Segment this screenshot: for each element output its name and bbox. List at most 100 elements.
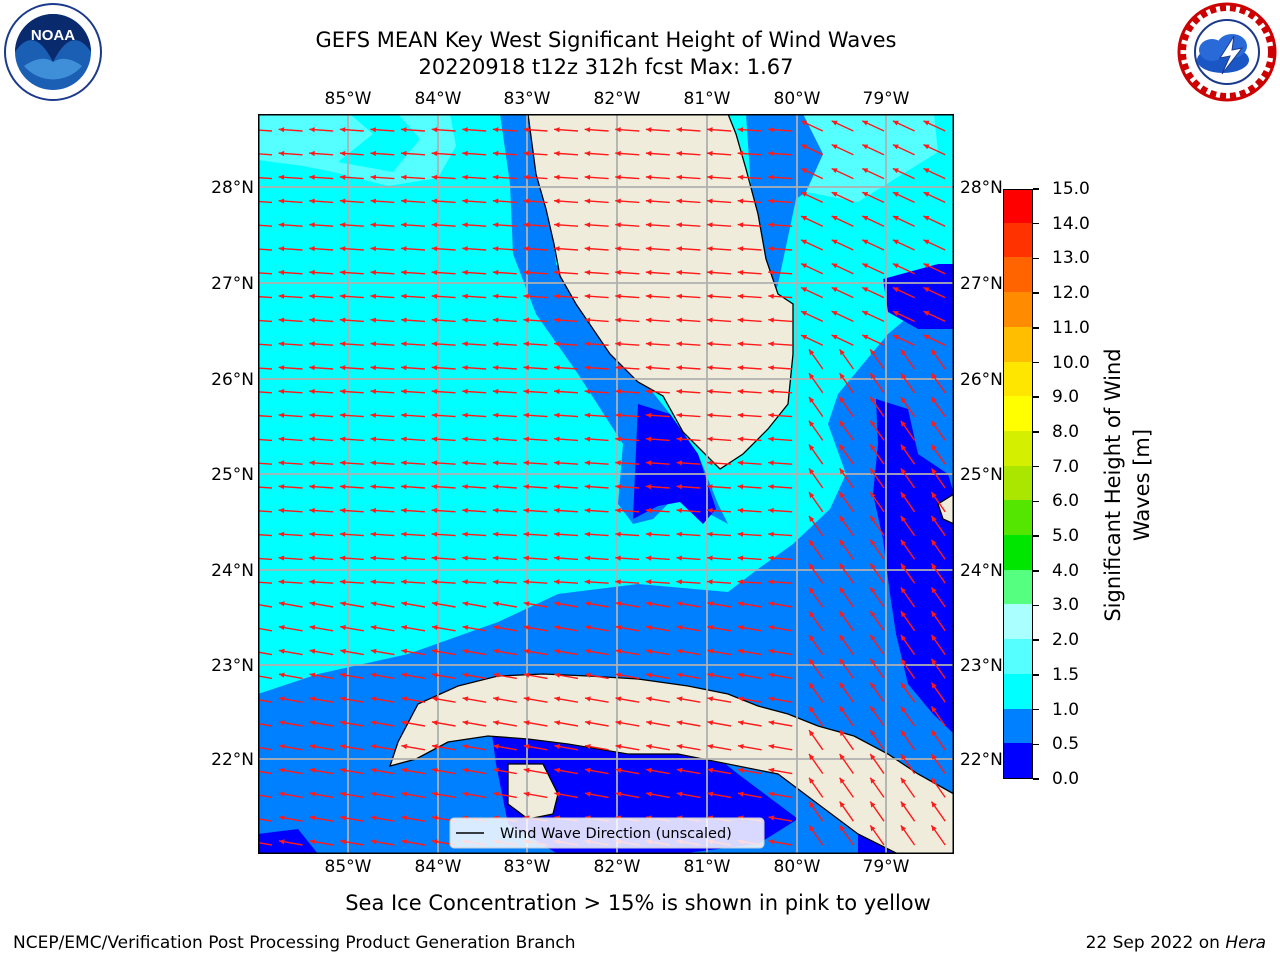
wave-direction-arrow xyxy=(339,127,364,133)
wave-direction-arrow xyxy=(462,388,487,395)
wave-direction-arrow xyxy=(800,286,824,299)
wave-direction-arrow xyxy=(309,648,334,656)
wave-direction-arrow xyxy=(808,753,824,775)
wave-direction-arrow xyxy=(839,372,854,394)
wave-direction-arrow xyxy=(462,436,487,442)
wave-direction-arrow xyxy=(370,696,395,703)
wave-direction-arrow xyxy=(278,269,303,276)
wave-direction-arrow xyxy=(340,839,364,846)
wave-direction-arrow xyxy=(839,682,854,703)
wave-direction-arrow xyxy=(339,484,364,490)
wave-direction-arrow xyxy=(676,531,701,537)
wave-direction-arrow xyxy=(930,801,946,822)
wave-direction-arrow xyxy=(278,601,303,608)
map-subtitle: 20220918 t12z 312h fcst Max: 1.67 xyxy=(418,55,794,79)
wave-direction-arrow xyxy=(258,699,273,703)
wave-direction-arrow xyxy=(554,127,579,133)
wave-direction-arrow xyxy=(401,293,426,299)
wave-direction-arrow xyxy=(869,444,885,465)
wave-direction-arrow xyxy=(707,460,732,466)
wave-direction-arrow xyxy=(309,388,334,395)
colorbar-level-label: 7.0 xyxy=(1052,456,1080,477)
colorbar-segment xyxy=(1004,742,1032,778)
wave-direction-arrow xyxy=(370,744,395,751)
credit-host: Hera xyxy=(1225,933,1266,953)
wave-direction-arrow xyxy=(808,515,824,537)
wave-direction-arrow xyxy=(554,269,579,276)
colorbar-segment xyxy=(1004,395,1032,431)
colorbar-level-label: 15.0 xyxy=(1052,179,1090,199)
wave-direction-arrow xyxy=(900,491,916,513)
colorbar-level-label: 0.5 xyxy=(1052,734,1080,755)
wave-direction-arrow xyxy=(339,198,364,204)
wave-direction-arrow xyxy=(615,341,640,347)
wave-direction-arrow xyxy=(768,625,793,632)
wave-direction-arrow xyxy=(800,310,824,323)
wave-direction-arrow xyxy=(615,246,640,252)
colorbar-tick xyxy=(1033,257,1039,260)
wave-direction-arrow xyxy=(645,579,670,585)
credit-organization: NCEP/EMC/Verification Post Processing Pr… xyxy=(13,933,576,953)
wave-direction-arrow xyxy=(676,460,701,466)
wave-direction-arrow xyxy=(523,412,548,418)
wave-direction-arrow xyxy=(370,246,395,252)
wave-direction-arrow xyxy=(768,744,793,751)
wave-direction-arrow xyxy=(431,484,456,490)
wave-direction-arrow xyxy=(900,348,916,370)
wave-direction-arrow xyxy=(839,801,854,822)
wave-direction-arrow xyxy=(309,625,334,632)
wave-direction-arrow xyxy=(615,648,640,656)
wave-direction-arrow xyxy=(737,174,762,180)
wave-direction-arrow xyxy=(309,791,334,799)
wave-direction-arrow xyxy=(584,198,609,204)
wave-direction-arrow xyxy=(645,412,670,418)
wave-direction-arrow xyxy=(462,412,487,418)
credit-date: 22 Sep 2022 on Hera xyxy=(1086,932,1266,954)
wave-direction-arrow xyxy=(707,507,732,514)
wave-direction-arrow xyxy=(808,801,824,822)
lat-tick-left: 27°N xyxy=(211,274,254,294)
wave-direction-arrow xyxy=(584,174,609,180)
wave-direction-arrow xyxy=(339,555,364,561)
wave-direction-arrow xyxy=(401,174,426,180)
wave-direction-arrow xyxy=(869,777,885,798)
wave-direction-arrow xyxy=(808,824,824,846)
wave-direction-arrow xyxy=(707,672,732,680)
wave-direction-arrow xyxy=(370,388,395,395)
wave-direction-arrow xyxy=(900,396,916,418)
wave-direction-arrow xyxy=(615,601,640,608)
lon-tick-top: 84°W xyxy=(414,89,462,109)
wave-direction-arrow xyxy=(861,191,885,204)
wave-direction-arrow xyxy=(615,460,640,466)
wave-direction-arrow xyxy=(900,658,916,679)
wave-direction-arrow xyxy=(258,770,273,775)
wave-direction-arrow xyxy=(645,174,670,180)
wave-band-0-0.5m-florida-bay xyxy=(633,404,716,524)
wave-direction-arrow xyxy=(523,150,548,157)
wave-direction-arrow xyxy=(800,144,824,156)
wave-direction-arrow xyxy=(930,753,946,775)
wave-direction-arrow xyxy=(768,174,793,180)
wave-direction-arrow xyxy=(554,484,579,490)
wave-direction-arrow xyxy=(645,246,670,252)
wave-direction-arrow xyxy=(869,801,885,822)
wave-direction-arrow xyxy=(839,396,854,418)
wave-direction-arrow xyxy=(462,648,487,656)
wave-direction-arrow xyxy=(523,531,548,537)
wave-direction-arrow xyxy=(839,444,854,465)
wave-direction-arrow xyxy=(615,388,640,395)
wave-direction-arrow xyxy=(401,317,426,323)
wave-direction-arrow xyxy=(676,293,701,299)
wave-direction-arrow xyxy=(768,767,793,775)
wave-direction-arrow xyxy=(523,341,548,347)
wave-direction-arrow xyxy=(892,215,915,227)
colorbar xyxy=(1003,189,1033,779)
wave-direction-arrow xyxy=(401,767,426,775)
wave-direction-arrow xyxy=(278,365,303,371)
wave-direction-arrow xyxy=(707,625,732,632)
wave-direction-arrow xyxy=(309,198,334,204)
wave-direction-arrow xyxy=(839,705,854,727)
wave-direction-arrow xyxy=(523,317,548,323)
andros-island xyxy=(937,493,954,525)
wave-direction-arrow xyxy=(339,460,364,466)
